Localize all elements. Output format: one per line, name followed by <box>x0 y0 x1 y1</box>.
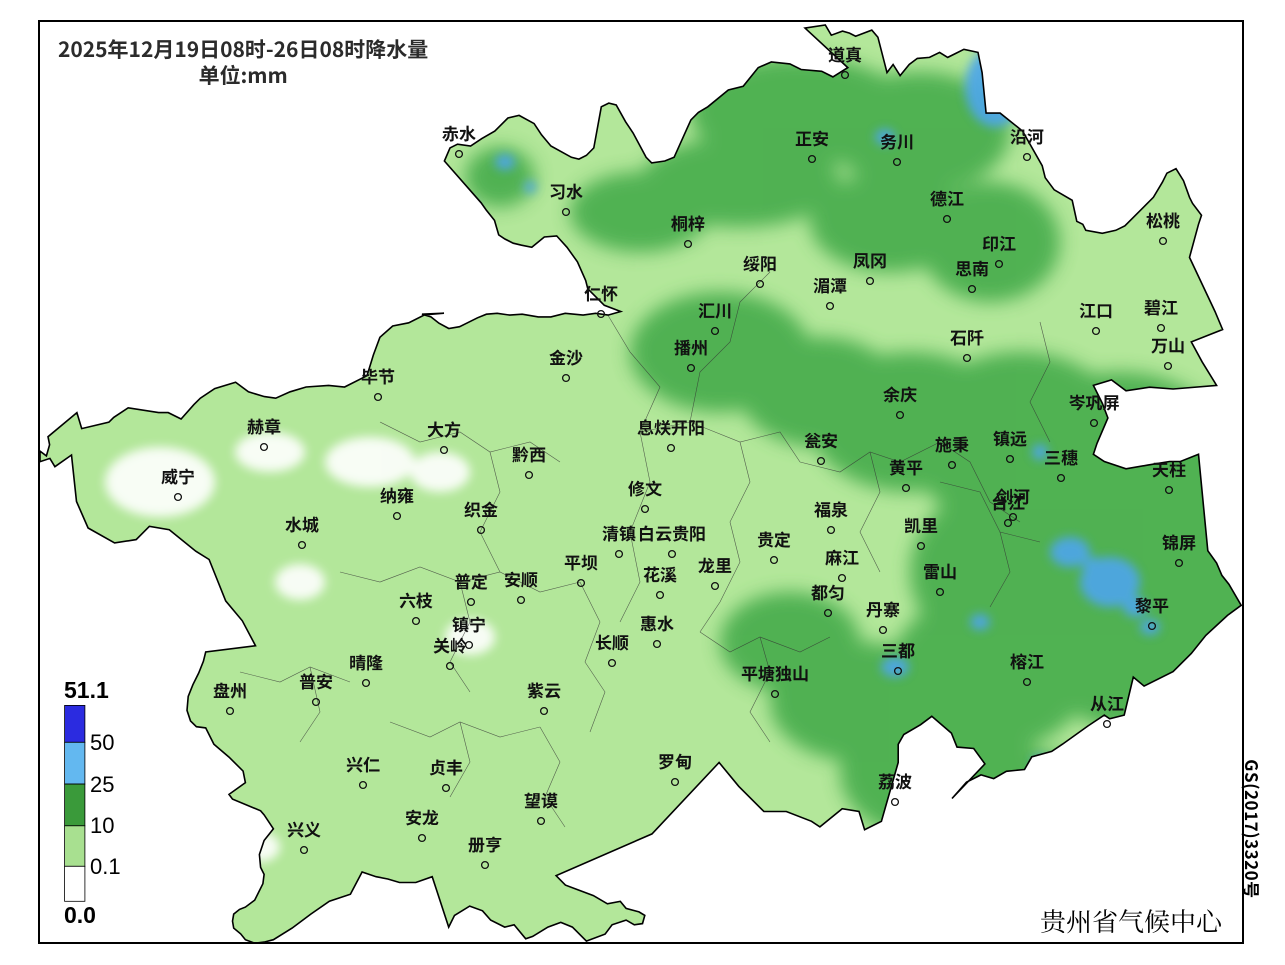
svg-text:龙里: 龙里 <box>698 552 732 577</box>
svg-text:江口: 江口 <box>1079 297 1113 322</box>
svg-text:松桃: 松桃 <box>1146 207 1180 232</box>
svg-text:清镇: 清镇 <box>602 520 636 545</box>
svg-text:安龙: 安龙 <box>405 804 439 829</box>
svg-text:纳雍: 纳雍 <box>380 482 414 507</box>
svg-text:册亨: 册亨 <box>468 831 502 856</box>
svg-text:长顺: 长顺 <box>595 629 629 654</box>
svg-text:兴仁: 兴仁 <box>346 751 380 776</box>
svg-text:花溪: 花溪 <box>643 561 677 586</box>
svg-text:天柱: 天柱 <box>1152 456 1186 481</box>
svg-text:播州: 播州 <box>674 334 708 359</box>
svg-text:六枝: 六枝 <box>399 587 433 612</box>
svg-text:施秉: 施秉 <box>935 431 969 456</box>
svg-text:金沙: 金沙 <box>549 344 583 369</box>
svg-text:仁怀: 仁怀 <box>584 280 618 305</box>
svg-text:0.0: 0.0 <box>64 902 96 928</box>
svg-text:威宁: 威宁 <box>161 463 195 488</box>
svg-text:贞丰: 贞丰 <box>429 754 463 779</box>
svg-text:普安: 普安 <box>299 668 333 693</box>
svg-text:赤水: 赤水 <box>442 120 476 145</box>
svg-text:三穗: 三穗 <box>1044 444 1078 469</box>
svg-text:从江: 从江 <box>1090 690 1124 715</box>
svg-text:安顺: 安顺 <box>504 566 538 591</box>
svg-text:贵州省气候中心: 贵州省气候中心 <box>1040 902 1222 939</box>
svg-text:道真: 道真 <box>828 41 862 66</box>
svg-text:罗甸: 罗甸 <box>658 748 692 773</box>
svg-text:绥阳: 绥阳 <box>743 250 777 275</box>
svg-text:榕江: 榕江 <box>1010 648 1044 673</box>
svg-text:修文: 修文 <box>628 475 662 500</box>
svg-text:51.1: 51.1 <box>64 677 109 703</box>
svg-text:锦屏: 锦屏 <box>1162 529 1196 554</box>
svg-text:惠水: 惠水 <box>640 610 674 635</box>
svg-text:凯里: 凯里 <box>904 512 938 537</box>
svg-text:镇远: 镇远 <box>993 425 1027 450</box>
svg-text:习水: 习水 <box>549 178 583 203</box>
svg-text:石阡: 石阡 <box>950 324 984 349</box>
svg-text:紫云: 紫云 <box>527 677 561 702</box>
svg-text:雷山: 雷山 <box>923 558 957 583</box>
svg-text:余庆: 余庆 <box>883 381 917 406</box>
svg-text:晴隆: 晴隆 <box>349 649 383 674</box>
svg-text:都匀: 都匀 <box>811 579 845 604</box>
svg-text:桐梓: 桐梓 <box>671 210 705 235</box>
svg-text:麻江: 麻江 <box>825 544 859 569</box>
svg-text:丹寨: 丹寨 <box>866 596 900 621</box>
svg-text:望谟: 望谟 <box>524 787 558 812</box>
svg-text:贵定: 贵定 <box>757 526 791 551</box>
svg-text:荔波: 荔波 <box>878 768 912 793</box>
svg-text:黄平: 黄平 <box>889 454 923 479</box>
svg-text:德江: 德江 <box>930 185 964 210</box>
svg-text:50: 50 <box>90 730 114 755</box>
svg-text:思南: 思南 <box>955 255 989 280</box>
svg-text:碧江: 碧江 <box>1144 294 1178 319</box>
svg-text:岑巩屏: 岑巩屏 <box>1069 389 1120 414</box>
svg-text:凤冈: 凤冈 <box>853 247 887 272</box>
svg-text:剑河: 剑河 <box>996 483 1030 508</box>
svg-text:瓮安: 瓮安 <box>804 427 838 452</box>
svg-text:水城: 水城 <box>285 511 319 536</box>
svg-text:白云贵阳: 白云贵阳 <box>638 520 706 545</box>
svg-text:10: 10 <box>90 813 114 838</box>
svg-text:汇川: 汇川 <box>698 297 732 322</box>
svg-text:福泉: 福泉 <box>814 496 849 521</box>
svg-text:印江: 印江 <box>982 230 1016 255</box>
svg-text:赫章: 赫章 <box>247 413 281 438</box>
svg-text:0.1: 0.1 <box>90 854 121 879</box>
svg-text:黎平: 黎平 <box>1135 592 1169 617</box>
svg-text:沿河: 沿河 <box>1010 123 1044 148</box>
svg-text:务川: 务川 <box>880 128 914 153</box>
svg-text:正安: 正安 <box>795 125 829 150</box>
svg-text:大方: 大方 <box>427 416 461 441</box>
svg-text:织金: 织金 <box>464 496 498 521</box>
svg-text:关岭: 关岭 <box>433 632 467 657</box>
svg-text:湄潭: 湄潭 <box>813 272 847 297</box>
svg-text:黔西: 黔西 <box>512 441 546 466</box>
svg-text:毕节: 毕节 <box>361 363 395 388</box>
svg-text:平塘独山: 平塘独山 <box>741 660 809 685</box>
svg-text:25: 25 <box>90 772 114 797</box>
svg-text:普定: 普定 <box>454 568 488 593</box>
svg-text:三都: 三都 <box>881 637 915 662</box>
svg-text:息烪开阳: 息烪开阳 <box>637 414 705 439</box>
svg-text:盘州: 盘州 <box>213 677 247 702</box>
svg-text:万山: 万山 <box>1151 332 1185 357</box>
svg-text:平坝: 平坝 <box>564 549 598 574</box>
svg-text:兴义: 兴义 <box>287 816 321 841</box>
